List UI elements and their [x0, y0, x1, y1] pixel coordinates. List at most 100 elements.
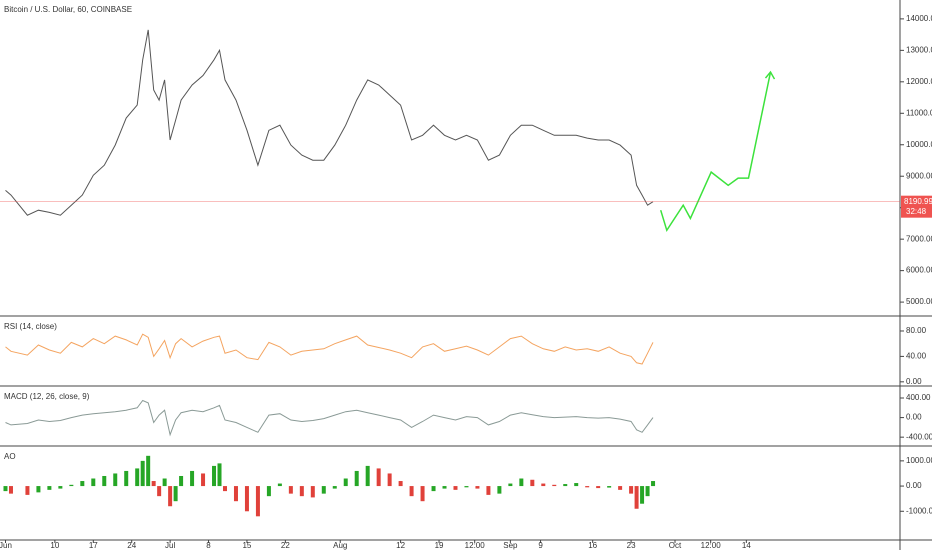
price-line	[5, 29, 654, 216]
x-tick-label: 14	[742, 541, 751, 550]
x-tick-label: 22	[281, 541, 290, 550]
x-tick-label: Jul	[165, 541, 175, 550]
ao-bar	[223, 486, 227, 492]
ao-bar	[618, 486, 623, 490]
ao-bar	[179, 475, 184, 487]
ao-bar	[343, 478, 348, 487]
pane-title: RSI (14, close)	[4, 322, 57, 331]
ao-bar	[140, 460, 145, 487]
y-tick-label: 400.00	[906, 393, 931, 402]
price-line	[5, 333, 654, 365]
pane-title: AO	[4, 452, 16, 461]
ao-bar	[634, 486, 639, 509]
ao-bar	[497, 486, 502, 494]
projection-arrow-head	[764, 70, 776, 80]
y-tick-label: 40.00	[906, 352, 927, 361]
x-tick-label: 9	[538, 541, 543, 550]
x-tick-label: 10	[50, 541, 59, 550]
y-tick-label: 13000.00	[906, 45, 932, 54]
y-tick-label: -400.00	[906, 432, 932, 441]
ao-bar	[585, 486, 590, 488]
ao-bar	[376, 468, 381, 487]
ao-bar	[3, 486, 8, 492]
ao-bar	[574, 483, 579, 487]
ao-bar	[398, 481, 403, 487]
last-price-box	[901, 195, 932, 218]
y-tick-label: 0.00	[906, 413, 922, 422]
x-tick-label: Oct	[669, 541, 682, 550]
ao-bar	[8, 486, 13, 494]
ao-bar	[255, 486, 260, 517]
ao-bar	[475, 486, 480, 489]
ao-bar	[113, 473, 118, 487]
y-tick-label: 10000.00	[906, 140, 932, 149]
ao-bar	[162, 478, 167, 487]
ao-bar	[486, 486, 491, 495]
ao-bar	[530, 479, 535, 487]
ao-bar	[201, 473, 206, 487]
ao-bar	[431, 486, 436, 492]
ao-bar	[124, 470, 129, 487]
ao-bar	[420, 486, 425, 502]
ao-bar	[596, 486, 601, 489]
countdown-label: 32:48	[906, 207, 927, 216]
projection-line	[659, 71, 772, 233]
last-price-label: 8190.99	[904, 197, 932, 206]
ao-bar	[519, 478, 524, 487]
ao-bar	[321, 486, 326, 494]
ao-bar	[310, 486, 315, 498]
ao-bar	[157, 486, 162, 497]
ao-bar	[69, 484, 74, 487]
y-tick-label: 11000.00	[906, 108, 932, 117]
ao-bar	[244, 486, 249, 512]
x-tick-label: 16	[588, 541, 597, 550]
ao-bar	[25, 486, 30, 495]
ao-bar	[299, 486, 304, 497]
ao-bar	[47, 486, 52, 490]
y-tick-label: 14000.00	[906, 14, 932, 23]
ao-bar	[288, 486, 293, 494]
x-tick-label: 23	[627, 541, 636, 550]
ao-bar	[409, 486, 414, 497]
price-line	[5, 399, 654, 437]
x-tick-label: 15	[242, 541, 251, 550]
ao-bar	[233, 486, 238, 502]
y-tick-label: 6000.00	[906, 266, 932, 275]
ao-bar	[217, 463, 222, 487]
ao-bar	[354, 470, 359, 487]
x-tick-label: 8	[206, 541, 211, 550]
x-tick-label: 12:00	[465, 541, 486, 550]
ao-bar	[36, 486, 41, 493]
y-tick-label: 7000.00	[906, 234, 932, 243]
ao-bar	[387, 473, 392, 487]
x-tick-label: 12	[396, 541, 405, 550]
y-tick-label: 80.00	[906, 326, 927, 335]
y-tick-label: 5000.00	[906, 297, 932, 306]
pane-title: Bitcoin / U.S. Dollar, 60, COINBASE	[4, 5, 132, 14]
ao-bar	[146, 455, 151, 487]
ao-bar	[91, 478, 96, 487]
ao-bar	[190, 470, 195, 487]
x-tick-label: Aug	[333, 541, 347, 550]
ao-bar	[277, 483, 282, 487]
ao-bar	[365, 465, 370, 487]
ao-bar	[151, 481, 156, 487]
y-tick-label: 0.00	[906, 377, 922, 386]
x-tick-label: 17	[89, 541, 98, 550]
y-tick-label: 1000.00	[906, 456, 932, 465]
pane-title: MACD (12, 26, close, 9)	[4, 392, 90, 401]
x-tick-label: Jun	[0, 541, 12, 550]
ao-bar	[508, 483, 513, 487]
ao-bar	[651, 481, 656, 487]
x-tick-label: Sep	[503, 541, 518, 550]
ao-bar	[607, 486, 612, 488]
x-tick-label: 24	[127, 541, 136, 550]
ao-bar	[173, 486, 178, 502]
ao-bar	[552, 484, 557, 487]
ao-bar	[266, 486, 271, 497]
ao-bar	[168, 486, 173, 507]
ao-bar	[629, 486, 634, 494]
ao-bar	[58, 486, 63, 489]
